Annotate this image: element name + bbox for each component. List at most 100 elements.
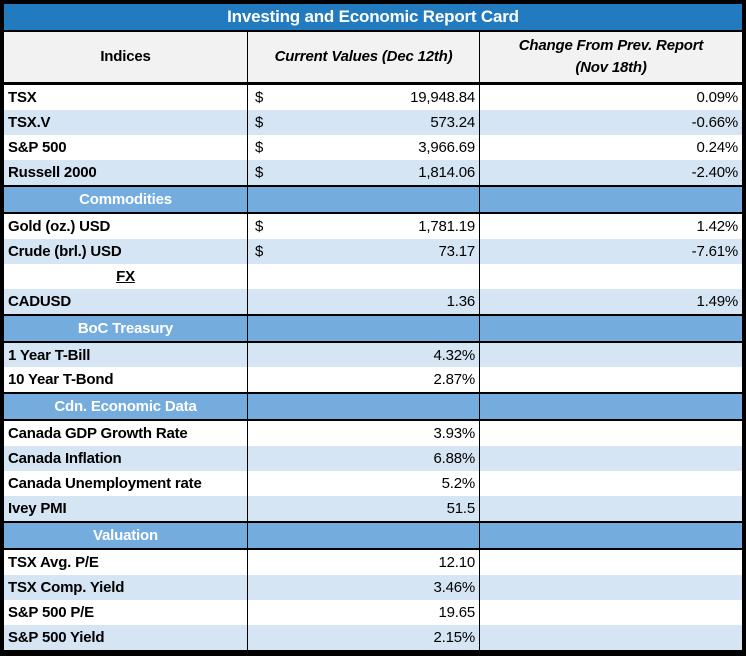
current-value-cell: $1,814.06 (248, 159, 480, 185)
current-value-cell: $3,966.69 (248, 134, 480, 160)
change-value: 0.24% (696, 138, 738, 156)
current-value: 4.32% (433, 346, 475, 364)
current-value-cell: 5.2% (248, 471, 480, 497)
change-value: -7.61% (691, 242, 739, 260)
change-value (480, 575, 742, 600)
current-value: 12.10 (438, 554, 475, 572)
header-change: Change From Prev. Report (Nov 18th) (480, 32, 742, 82)
table-row: Canada Inflation 6.88% (4, 446, 742, 472)
current-value: 3.46% (433, 579, 475, 597)
section-empty-cell (480, 187, 742, 212)
header-current-values: Current Values (Dec 12th) (248, 32, 480, 82)
change-value: -0.66% (691, 113, 739, 131)
table-title: Investing and Economic Report Card (4, 4, 742, 32)
section-empty-cell (248, 186, 480, 212)
current-value-cell: 3.46% (248, 575, 480, 601)
subsection-empty-cell (248, 263, 480, 289)
section-empty-cell (480, 316, 742, 341)
currency-symbol: $ (255, 217, 264, 235)
table-body: TSX $19,948.84 0.09% TSX.V $573.24 -0.66% S&P … (4, 85, 742, 650)
row-label: TSX.V (4, 109, 248, 135)
subsection-row: FX (4, 263, 742, 289)
row-label: TSX Comp. Yield (4, 575, 248, 601)
current-value-cell: 19.65 (248, 600, 480, 626)
table-row: S&P 500 P/E 19.65 (4, 600, 742, 626)
row-label: Canada GDP Growth Rate (4, 421, 248, 447)
table-row: 10 Year T-Bond 2.87% (4, 367, 742, 393)
currency-symbol: $ (255, 138, 264, 156)
table-row: Ivey PMI 51.5 (4, 496, 742, 522)
row-label: Canada Unemployment rate (4, 471, 248, 497)
current-value: 1,781.19 (418, 217, 475, 235)
row-label: Russell 2000 (4, 159, 248, 185)
change-value: 1.49% (696, 292, 738, 310)
table-row: Canada Unemployment rate 5.2% (4, 471, 742, 497)
row-label: S&P 500 (4, 134, 248, 160)
current-value-cell: $19,948.84 (248, 85, 480, 110)
change-value: -2.40% (691, 163, 739, 181)
change-value: 1.42% (696, 217, 738, 235)
section-header-row: Cdn. Economic Data (4, 392, 742, 422)
row-label: 10 Year T-Bond (4, 367, 248, 393)
change-value (480, 600, 742, 625)
currency-symbol: $ (255, 163, 264, 181)
current-value: 6.88% (433, 450, 475, 468)
section-empty-cell (248, 523, 480, 549)
current-value: 2.87% (433, 371, 475, 389)
table-row: Gold (oz.) USD $1,781.19 1.42% (4, 213, 742, 239)
section-title: Valuation (4, 523, 248, 549)
row-label: TSX Avg. P/E (4, 550, 248, 576)
table-row: Russell 2000 $1,814.06 -2.40% (4, 159, 742, 185)
current-value-cell: $573.24 (248, 109, 480, 135)
table-row: S&P 500 $3,966.69 0.24% (4, 134, 742, 160)
current-value: 3.93% (433, 425, 475, 443)
section-empty-cell (248, 315, 480, 341)
change-value (480, 367, 742, 392)
current-value: 1.36 (446, 292, 476, 310)
current-value: 19.65 (438, 604, 475, 622)
change-value (480, 496, 742, 521)
table-row: TSX.V $573.24 -0.66% (4, 109, 742, 135)
subsection-empty-cell (480, 264, 742, 289)
current-value-cell: 3.93% (248, 421, 480, 447)
current-value-cell: 1.36 (248, 288, 480, 314)
current-value-cell: 12.10 (248, 550, 480, 576)
change-value (480, 550, 742, 575)
change-value (480, 421, 742, 446)
row-label: TSX (4, 85, 248, 110)
subsection-title: FX (4, 263, 248, 289)
current-value: 5.2% (441, 475, 476, 493)
currency-symbol: $ (255, 88, 264, 106)
section-header-row: Valuation (4, 521, 742, 551)
current-value: 1,814.06 (418, 163, 475, 181)
column-header-row: Indices Current Values (Dec 12th) Change… (4, 32, 742, 85)
change-value (480, 625, 742, 650)
header-indices: Indices (4, 32, 248, 82)
current-value-cell: 6.88% (248, 446, 480, 472)
table-row: TSX Avg. P/E 12.10 (4, 550, 742, 576)
row-label: Gold (oz.) USD (4, 213, 248, 239)
row-label: S&P 500 Yield (4, 625, 248, 650)
section-header-row: Commodities (4, 184, 742, 214)
section-empty-cell (480, 523, 742, 548)
current-value: 19,948.84 (410, 88, 475, 106)
current-value-cell: 51.5 (248, 496, 480, 522)
table-row: CADUSD 1.36 1.49% (4, 288, 742, 314)
section-title: BoC Treasury (4, 315, 248, 341)
currency-symbol: $ (255, 113, 264, 131)
table-row: TSX Comp. Yield 3.46% (4, 575, 742, 601)
current-value-cell: 2.87% (248, 367, 480, 393)
current-value: 51.5 (446, 500, 476, 518)
current-value: 2.15% (433, 628, 475, 646)
table-row: Crude (brl.) USD $73.17 -7.61% (4, 238, 742, 264)
change-value (480, 343, 742, 368)
section-title: Cdn. Economic Data (4, 394, 248, 420)
change-value (480, 471, 742, 496)
section-empty-cell (248, 394, 480, 420)
current-value: 573.24 (430, 113, 475, 131)
section-title: Commodities (4, 186, 248, 212)
change-value (480, 446, 742, 471)
row-label: 1 Year T-Bill (4, 342, 248, 368)
current-value-cell: $73.17 (248, 238, 480, 264)
